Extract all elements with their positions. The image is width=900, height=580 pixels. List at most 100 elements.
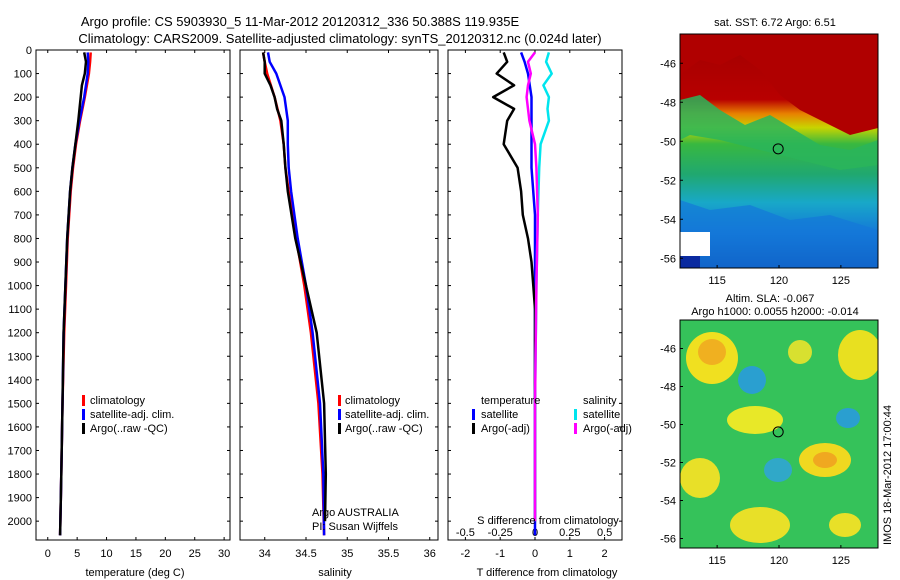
x-tick-label: 1 [567,548,573,560]
float-owner-label: Argo AUSTRALIA [312,507,399,519]
temperature-chart: 0100200300400500600700800900100011001200… [8,45,231,560]
argo-position-marker [772,426,784,438]
sst-cold-region [680,200,878,268]
sla-high-c [788,340,812,364]
y-tick-label: 1900 [8,493,32,505]
x-tick-label: 15 [130,548,142,560]
x-tick-label: 20 [159,548,171,560]
x-tick-label: 10 [100,548,112,560]
difference-chart: -2 -1 0 1 2-0.5 -0.25 0 0.25 0.5 [448,49,622,560]
legend-label: satellite [481,409,518,421]
map-x-tick-label: 115 [708,555,726,567]
map-x-tick-label: 115 [708,275,726,287]
y-tick-label: 1700 [8,445,32,457]
sla-high-f [680,458,720,498]
figure-title-line2: Climatology: CARS2009. Satellite-adjuste… [78,31,601,46]
map-y-tick-label: -46 [660,344,676,356]
y-tick-label: 1200 [8,328,32,340]
y-tick-label: 0 [26,45,32,57]
y-tick-label: 200 [14,92,32,104]
map-y-tick-label: -50 [660,420,676,432]
map-y-tick-label: -54 [660,496,676,508]
salinity-axes [239,49,439,541]
map-x-tick-label: 120 [770,555,788,567]
legend-swatch-satellite [82,409,85,420]
difference-xlabel: T difference from climatology [477,567,618,579]
sla-high-b [838,330,878,380]
sla-map-ticks: 115 120 125 -46 -48 -50 -52 -54 -56 [660,344,850,568]
y-tick-label: 2000 [8,516,32,528]
sla-high-e-core [813,452,837,468]
legend-swatch-climatology [338,395,341,406]
x-tick-label: 35.5 [378,548,399,560]
map-y-tick-label: -46 [660,58,676,70]
map-x-tick-label: 120 [770,275,788,287]
s-tick-label: 0.5 [597,527,612,539]
sst-cold-patch [680,256,700,268]
difference-legend: temperature satellite Argo(-adj) salinit… [472,395,632,435]
sst-missing-data [680,232,710,256]
y-tick-label: 500 [14,163,32,175]
map-y-tick-label: -48 [660,97,676,109]
x-tick-label: 0 [45,548,51,560]
sst-front [680,95,878,170]
x-tick-label: 34.5 [295,548,316,560]
temperature-axes [35,49,231,541]
sla-low-b [738,366,766,394]
salinity-chart: 34 34.5 35 35.5 36 [240,49,438,560]
map-x-tick-label: 125 [832,275,850,287]
legend-label: satellite-adj. clim. [345,409,429,421]
salinity-legend: climatology satellite-adj. clim. Argo(..… [312,395,429,533]
legend-label: Argo(-adj) [481,423,530,435]
map-y-tick-label: -56 [660,253,676,265]
temperature-xlabel: temperature (deg C) [85,567,184,579]
series-line [266,52,326,536]
legend-label: climatology [90,395,146,407]
legend-swatch-s-satellite [574,409,577,420]
sst-map-ticks: 115 120 125 -46 -48 -50 -52 -54 -56 [660,58,850,287]
sla-high-d [727,406,783,434]
sst-warm-region [680,34,878,135]
x-tick-label: 5 [74,548,80,560]
series-line [261,52,326,536]
series-line [261,52,328,522]
x-tick-label: -1 [495,548,505,560]
legend-swatch-satellite [338,409,341,420]
series-line [58,52,88,536]
legend-swatch-t-argo [472,423,475,434]
x-tick-label: -2 [461,548,471,560]
y-tick-label: 1400 [8,375,32,387]
map-y-tick-label: -50 [660,136,676,148]
legend-swatch-t-satellite [472,409,475,420]
x-tick-label: 36 [424,548,436,560]
x-tick-label: 34 [259,548,271,560]
sla-high-a-core [698,339,726,365]
y-tick-label: 600 [14,186,32,198]
legend-swatch-s-argo [574,423,577,434]
sst-map-title: sat. SST: 6.72 Argo: 6.51 [714,17,836,29]
x-tick-label: 35 [341,548,353,560]
sla-low-a [764,458,792,482]
map-y-tick-label: -52 [660,458,676,470]
sla-low-c [836,408,860,428]
figure-title-line1: Argo profile: CS 5903930_5 11-Mar-2012 2… [81,14,520,29]
x-tick-label: 25 [189,548,201,560]
legend-label: satellite-adj. clim. [90,409,174,421]
x-tick-label: 2 [602,548,608,560]
imos-timestamp: IMOS 18-Mar-2012 17:00:44 [882,405,894,545]
legend-swatch-argo [338,423,341,434]
y-tick-label: 800 [14,233,32,245]
y-tick-label: 400 [14,139,32,151]
map-x-tick-label: 125 [832,555,850,567]
legend-label: Argo(..raw -QC) [345,423,423,435]
legend-label: Argo(..raw -QC) [90,423,168,435]
y-tick-label: 1800 [8,469,32,481]
series-line [491,51,537,522]
sla-high-g [730,507,790,543]
map-y-tick-label: -48 [660,382,676,394]
map-y-tick-label: -52 [660,175,676,187]
series-line [525,51,540,522]
y-tick-label: 1500 [8,398,32,410]
legend-label: satellite [583,409,620,421]
